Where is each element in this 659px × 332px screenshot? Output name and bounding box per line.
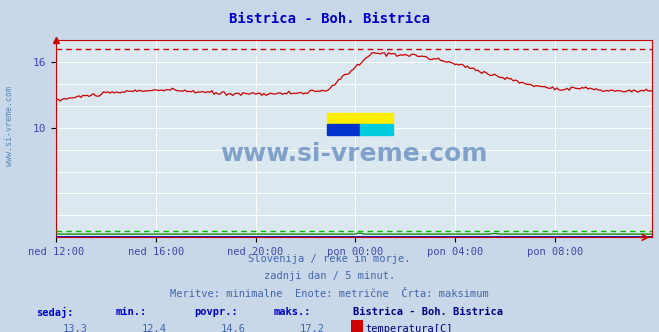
Text: 14,6: 14,6 <box>221 324 246 332</box>
Text: min.:: min.: <box>115 307 146 317</box>
Text: www.si-vreme.com: www.si-vreme.com <box>221 142 488 166</box>
Bar <box>328 124 360 135</box>
Text: 12,4: 12,4 <box>142 324 167 332</box>
Text: povpr.:: povpr.: <box>194 307 238 317</box>
Bar <box>360 113 393 124</box>
Text: Bistrica - Boh. Bistrica: Bistrica - Boh. Bistrica <box>229 12 430 26</box>
Text: zadnji dan / 5 minut.: zadnji dan / 5 minut. <box>264 271 395 281</box>
Text: temperatura[C]: temperatura[C] <box>366 324 453 332</box>
Text: Slovenija / reke in morje.: Slovenija / reke in morje. <box>248 254 411 264</box>
Text: Bistrica - Boh. Bistrica: Bistrica - Boh. Bistrica <box>353 307 503 317</box>
Text: sedaj:: sedaj: <box>36 307 74 318</box>
Text: Meritve: minimalne  Enote: metrične  Črta: maksimum: Meritve: minimalne Enote: metrične Črta:… <box>170 289 489 298</box>
Text: 17,2: 17,2 <box>300 324 325 332</box>
Text: www.si-vreme.com: www.si-vreme.com <box>5 86 14 166</box>
Text: maks.:: maks.: <box>273 307 311 317</box>
Bar <box>328 113 360 124</box>
Text: 13,3: 13,3 <box>63 324 88 332</box>
Bar <box>360 124 393 135</box>
